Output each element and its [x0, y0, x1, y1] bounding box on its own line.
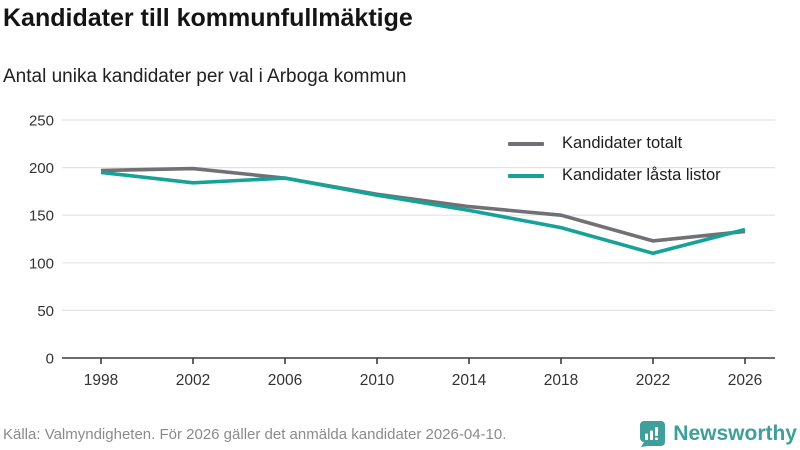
newsworthy-brand: Newsworthy	[638, 420, 797, 448]
svg-text:2022: 2022	[636, 372, 670, 389]
chart-legend: Kandidater totalt Kandidater låsta listo…	[508, 131, 721, 188]
svg-text:50: 50	[37, 303, 54, 320]
svg-text:100: 100	[29, 255, 54, 272]
newsworthy-logo-icon	[640, 421, 666, 447]
legend-item-locked-lists: Kandidater låsta listor	[508, 163, 721, 188]
svg-text:2026: 2026	[728, 372, 762, 389]
svg-text:250: 250	[29, 113, 54, 130]
svg-text:1998: 1998	[84, 372, 118, 389]
svg-text:0: 0	[46, 351, 54, 368]
svg-text:200: 200	[29, 160, 54, 177]
svg-text:2014: 2014	[452, 372, 487, 389]
line-chart: 0 50 100 150 200 250 1998 2002 2006 2010 2014 2018 2…	[29, 113, 775, 389]
legend-line-swatch-teal	[508, 173, 544, 178]
legend-label: Kandidater totalt	[562, 134, 683, 152]
svg-text:2006: 2006	[268, 372, 302, 389]
chart-subtitle: Antal unika kandidater per val i Arboga …	[3, 66, 407, 87]
legend-line-swatch-gray	[508, 141, 544, 146]
legend-label: Kandidater låsta listor	[562, 166, 721, 184]
svg-text:2010: 2010	[360, 372, 395, 389]
svg-text:150: 150	[29, 208, 54, 225]
svg-text:2018: 2018	[544, 372, 578, 389]
chart-area: 0 50 100 150 200 250 1998 2002 2006 2010 2014 2018 2…	[0, 105, 800, 405]
brand-name: Newsworthy	[673, 422, 797, 445]
svg-text:2002: 2002	[176, 372, 210, 389]
page-title: Kandidater till kommunfullmäktige	[3, 4, 413, 32]
legend-item-total: Kandidater totalt	[508, 131, 721, 156]
source-note: Källa: Valmyndigheten. För 2026 gäller d…	[3, 426, 507, 443]
chart-footer: Källa: Valmyndigheten. För 2026 gäller d…	[0, 420, 800, 450]
